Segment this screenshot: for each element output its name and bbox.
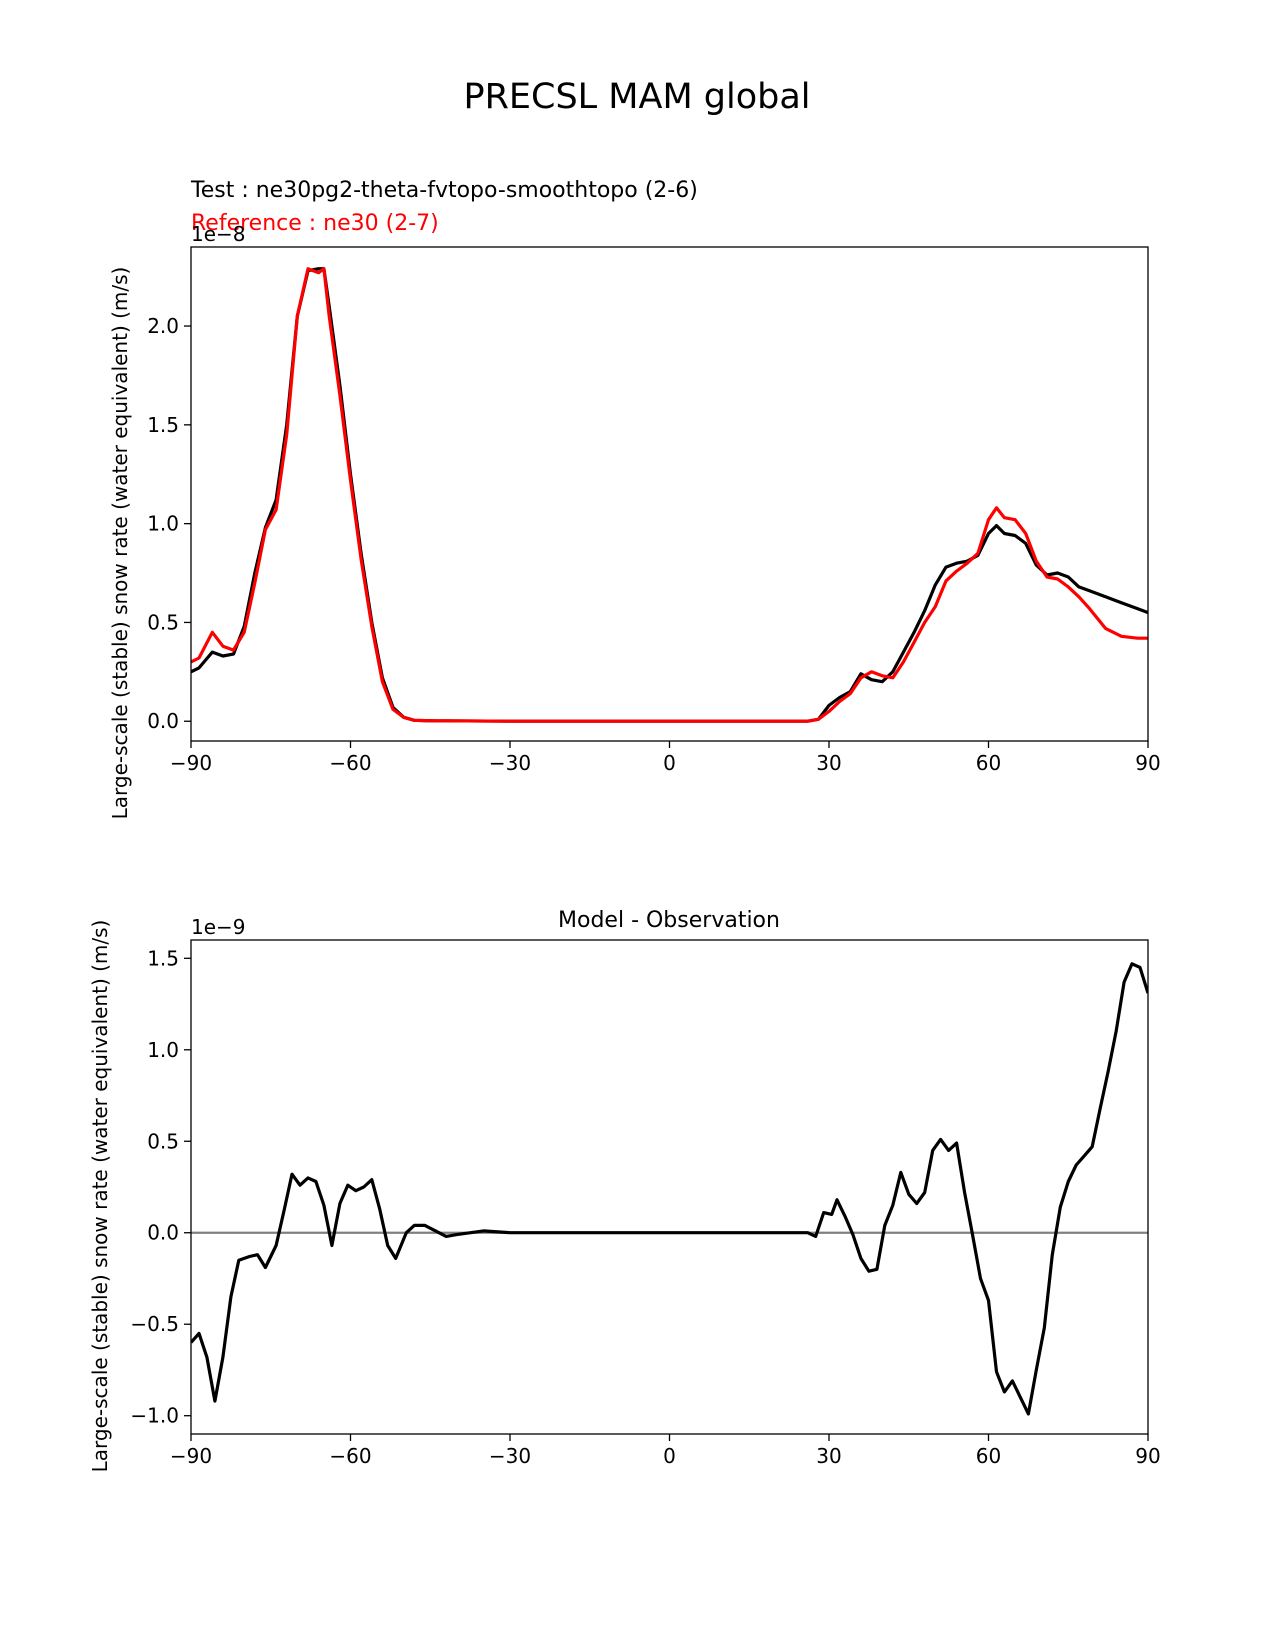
y-tick-label: 0.5 [147, 610, 179, 634]
reference-label: Reference : ne30 (2-7) [191, 211, 439, 236]
x-tick-label: −60 [329, 1444, 371, 1468]
series-line-difference [191, 962, 1148, 1416]
series-line-reference [191, 267, 1148, 723]
x-tick-label: −90 [170, 1444, 212, 1468]
x-tick-label: 30 [816, 1444, 841, 1468]
top-plot-frame [190, 246, 1149, 742]
top-axis-ticks: −90 −60 −30 0 30 60 90 0.0 0.5 1.0 1.5 2.0 [147, 314, 1161, 775]
y-tick-label: −1.0 [130, 1404, 179, 1428]
top-y-axis-label: Large-scale (stable) snow rate (water eq… [108, 267, 132, 820]
x-tick-label: −30 [489, 1444, 531, 1468]
top-chart: Test : ne30pg2-theta-fvtopo-smoothtopo (… [108, 178, 1161, 819]
y-tick-label: 1.5 [147, 946, 179, 970]
bottom-y-axis-label: Large-scale (stable) snow rate (water eq… [88, 920, 112, 1473]
top-plot-lines [191, 267, 1148, 723]
x-tick-label: −60 [329, 751, 371, 775]
x-tick-label: 30 [816, 751, 841, 775]
y-tick-label: 2.0 [147, 314, 179, 338]
x-tick-label: −90 [170, 751, 212, 775]
bottom-chart-title: Model - Observation [558, 908, 780, 933]
x-tick-label: 90 [1135, 751, 1160, 775]
x-tick-label: 0 [663, 1444, 676, 1468]
x-tick-label: 60 [976, 1444, 1001, 1468]
bottom-y-offset-label: 1e−9 [191, 915, 246, 939]
bottom-plot-frame [190, 939, 1149, 1435]
test-label: Test : ne30pg2-theta-fvtopo-smoothtopo (… [190, 178, 698, 203]
bottom-axis-ticks: −90 −60 −30 0 30 60 90 −1.0 −0.5 0.0 0.5 1.0 1.5 [130, 946, 1160, 1468]
figure-title: PRECSL MAM global [463, 77, 810, 117]
y-tick-label: 1.5 [147, 413, 179, 437]
x-tick-label: 60 [976, 751, 1001, 775]
y-tick-label: 1.0 [147, 1038, 179, 1062]
y-tick-label: 0.5 [147, 1129, 179, 1153]
series-line-test [191, 267, 1148, 723]
x-tick-label: 0 [663, 751, 676, 775]
bottom-plot-lines [191, 962, 1148, 1416]
y-tick-label: 0.0 [147, 709, 179, 733]
y-tick-label: 1.0 [147, 512, 179, 536]
y-tick-label: −0.5 [130, 1312, 179, 1336]
top-y-offset-label: 1e−8 [191, 222, 246, 246]
y-tick-label: 0.0 [147, 1221, 179, 1245]
x-tick-label: 90 [1135, 1444, 1160, 1468]
x-tick-label: −30 [489, 751, 531, 775]
bottom-chart: Model - Observation 1e−9 Large-scale (st… [88, 908, 1161, 1472]
